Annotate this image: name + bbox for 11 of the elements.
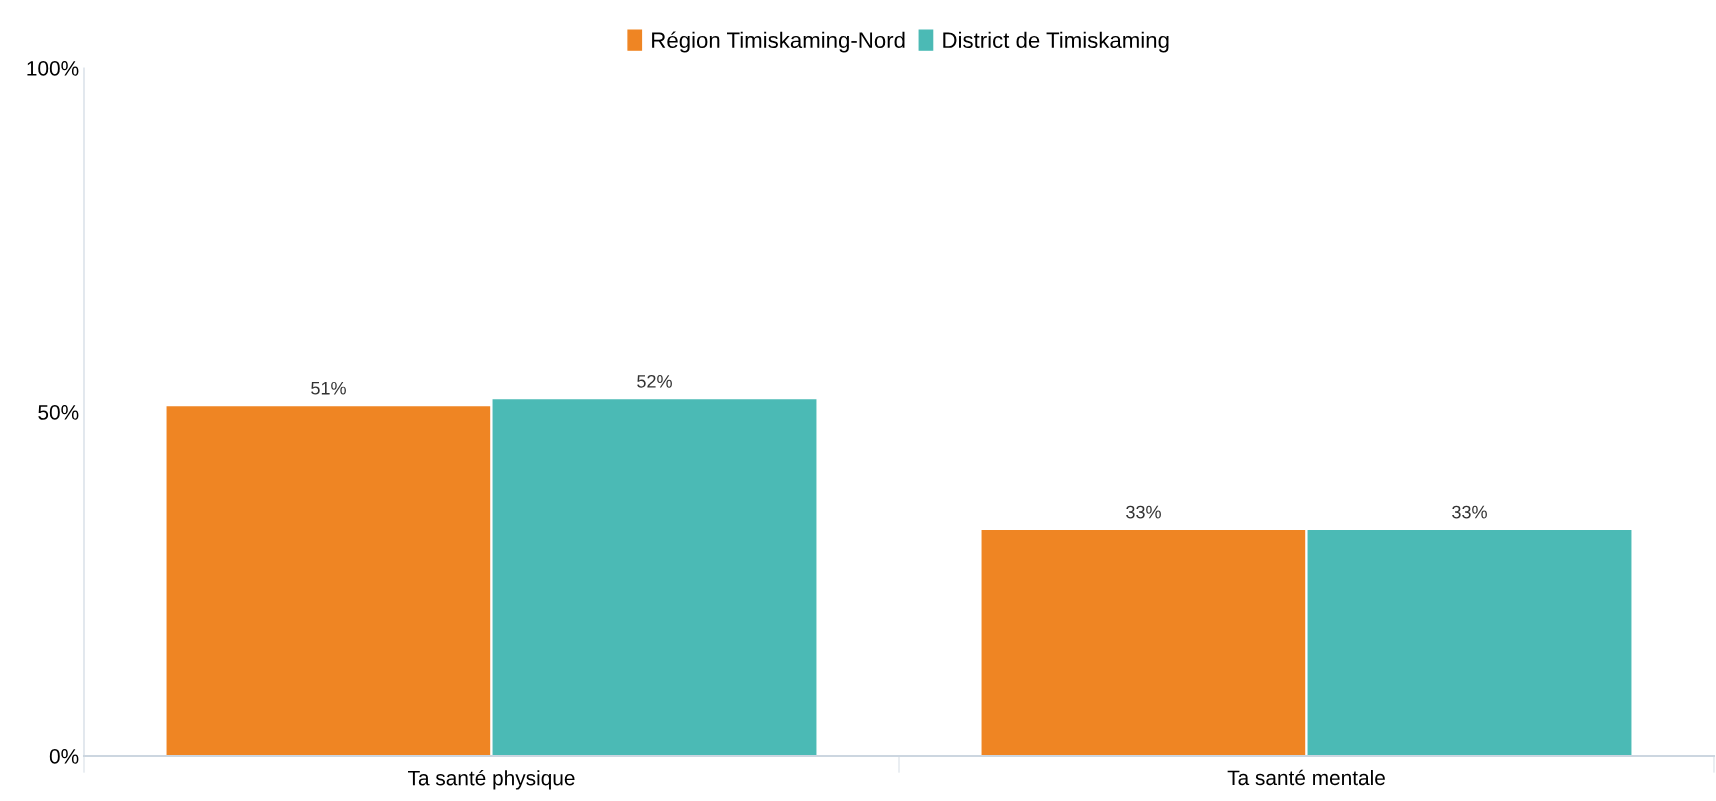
x-tick-label: Ta santé mentale [1227, 769, 1385, 786]
y-tick-label: 100% [27, 61, 79, 76]
legend-label: District de Timiskaming [943, 31, 1169, 53]
y-tick-label: 0% [49, 749, 79, 764]
x-tick-label: Ta santé physique [408, 769, 575, 790]
data-label: 51% [311, 381, 346, 395]
data-label: 33% [1452, 505, 1487, 519]
data-label: 52% [637, 374, 672, 388]
data-label: 33% [1126, 505, 1161, 519]
y-tick-label: 50% [38, 405, 79, 420]
legend-label: Région Timiskaming-Nord [652, 31, 905, 53]
